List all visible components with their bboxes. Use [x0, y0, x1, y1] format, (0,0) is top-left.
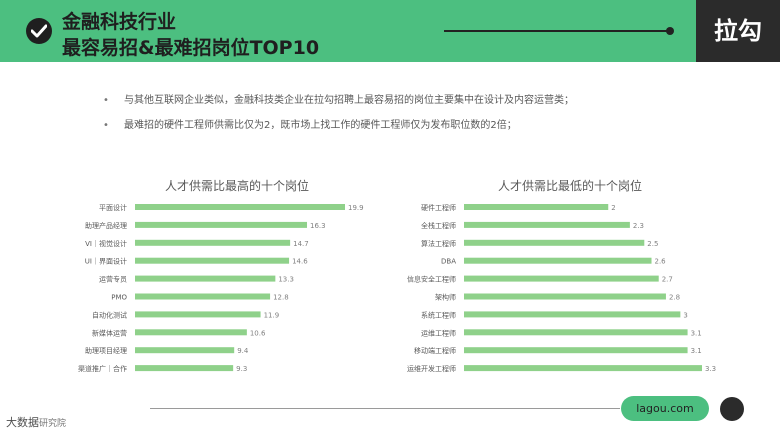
- data-label: 16.3: [310, 222, 326, 230]
- category-label: 自动化测试: [92, 310, 127, 319]
- bar: [135, 275, 276, 282]
- chart-highest: 平面设计 19.9 助理产品经理 16.3 VI｜视觉设计 14.7 UI｜界面设计 14.6…: [78, 203, 364, 373]
- category-label: DBA: [441, 258, 456, 266]
- data-label: 2: [611, 204, 615, 212]
- data-label: 11.9: [264, 311, 280, 319]
- footer-logo-sub: 研究院: [39, 419, 67, 429]
- data-label: 2.5: [647, 240, 658, 248]
- decorative-dot: [720, 397, 744, 421]
- bar: [135, 293, 271, 300]
- bar: [135, 311, 261, 318]
- category-label: PMO: [111, 294, 127, 302]
- header-divider-dot: [666, 27, 674, 35]
- bar: [464, 239, 645, 246]
- bar: [135, 204, 345, 210]
- bar: [464, 329, 688, 336]
- category-label: VI｜视觉设计: [85, 239, 127, 248]
- footer-logo: 大数据研究院: [6, 414, 66, 430]
- bar: [135, 257, 290, 264]
- category-label: 系统工程师: [421, 310, 456, 319]
- category-label: 渠道推广｜合作: [78, 364, 127, 373]
- bullet-item-2: 最难招的硬件工程师供需比仅为2，既市场上找工作的硬件工程师仅为发布职位数的2倍；: [100, 119, 740, 133]
- data-label: 2.8: [669, 294, 680, 302]
- category-label: 助理项目经理: [85, 346, 127, 355]
- data-label: 14.6: [292, 258, 308, 266]
- data-label: 3: [683, 311, 687, 319]
- bar: [464, 221, 630, 228]
- bullet-item-1: 与其他互联网企业类似，金融科技类企业在拉勾招聘上最容易招的岗位主要集中在设计及内…: [100, 94, 740, 108]
- bar: [464, 204, 609, 210]
- category-label: 算法工程师: [421, 239, 456, 248]
- category-label: 运维开发工程师: [407, 364, 456, 373]
- brand-logo: 拉勾: [696, 0, 780, 62]
- footer-logo-text: 大数据: [6, 416, 39, 429]
- header-divider: [444, 30, 670, 32]
- category-label: 运营专员: [99, 275, 127, 284]
- bar: [464, 293, 666, 300]
- category-label: 信息安全工程师: [407, 275, 456, 284]
- check-circle-icon: [26, 18, 52, 44]
- data-label: 10.6: [250, 329, 266, 337]
- data-label: 12.8: [273, 294, 289, 302]
- data-label: 3.1: [691, 329, 702, 337]
- footer-divider: [150, 408, 620, 409]
- bar: [135, 239, 291, 246]
- data-label: 9.4: [237, 347, 249, 355]
- page-title-line2: 最容易招&最难招岗位TOP10: [62, 37, 320, 59]
- data-label: 14.7: [293, 240, 309, 248]
- data-label: 3.3: [705, 365, 716, 373]
- data-label: 2.6: [655, 258, 667, 266]
- chart-title-highest: 人才供需比最高的十个岗位: [164, 179, 309, 193]
- bar: [135, 221, 308, 228]
- bar: [464, 347, 688, 354]
- category-label: 新媒体运营: [92, 328, 127, 337]
- category-label: UI｜界面设计: [85, 257, 127, 266]
- category-label: 移动端工程师: [414, 346, 456, 355]
- category-label: 全栈工程师: [421, 221, 456, 230]
- category-label: 架构师: [435, 293, 456, 302]
- data-label: 2.3: [633, 222, 644, 230]
- chart-title-lowest: 人才供需比最低的十个岗位: [497, 179, 642, 193]
- data-label: 9.3: [236, 365, 247, 373]
- bar: [135, 329, 247, 336]
- bar: [135, 365, 234, 372]
- category-label: 运维工程师: [421, 328, 456, 337]
- data-label: 2.7: [662, 276, 673, 284]
- site-link[interactable]: lagou.com: [621, 396, 709, 421]
- bar: [464, 257, 652, 264]
- chart-lowest: 硬件工程师 2 全栈工程师 2.3 算法工程师 2.5 DBA 2.6 信息安全工程师 2.7 架构…: [407, 203, 716, 373]
- bar: [464, 311, 681, 318]
- page-title-line1: 金融科技行业: [62, 11, 177, 33]
- header-bar: 金融科技行业 最容易招&最难招岗位TOP10: [0, 0, 696, 62]
- data-label: 3.1: [691, 347, 702, 355]
- bar: [135, 347, 235, 354]
- bar: [464, 365, 702, 372]
- data-label: 19.9: [348, 204, 364, 212]
- category-label: 硬件工程师: [421, 203, 456, 212]
- category-label: 平面设计: [99, 203, 127, 212]
- data-label: 13.3: [278, 276, 294, 284]
- bullet-list: 与其他互联网企业类似，金融科技类企业在拉勾招聘上最容易招的岗位主要集中在设计及内…: [100, 94, 740, 144]
- bar: [464, 275, 659, 282]
- category-label: 助理产品经理: [85, 221, 127, 230]
